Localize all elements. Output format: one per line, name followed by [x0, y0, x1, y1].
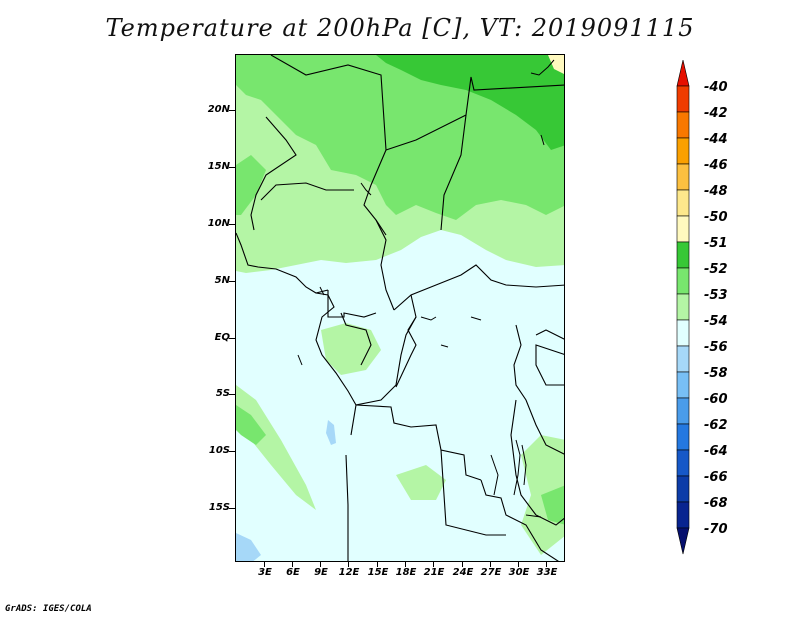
legend-label: -54 — [704, 314, 728, 329]
legend-swatch — [676, 319, 690, 347]
legend-swatch — [676, 163, 690, 191]
x-tick-label: 30E — [508, 567, 530, 578]
legend-swatch — [676, 449, 690, 477]
legend-swatch — [676, 423, 690, 451]
legend-swatch — [676, 293, 690, 321]
legend-label: -68 — [704, 496, 728, 511]
x-tick — [320, 562, 321, 567]
y-tick — [229, 281, 235, 282]
x-tick-label: 21E — [423, 567, 445, 578]
gabon-green-region — [321, 323, 381, 375]
legend-swatch — [676, 241, 690, 269]
x-tick — [292, 562, 293, 567]
legend-swatch-top-arrow — [676, 60, 690, 87]
cold-spot-southwest — [236, 533, 261, 561]
temperature-map — [236, 55, 564, 561]
legend-swatch — [676, 111, 690, 139]
legend-colorbar — [676, 60, 690, 555]
legend-label: -53 — [704, 288, 728, 303]
southeast-mid-green-patch — [541, 485, 564, 525]
legend-label: -44 — [704, 132, 728, 147]
color-legend — [670, 60, 730, 560]
legend-label: -51 — [704, 236, 728, 251]
legend-label: -70 — [704, 522, 728, 537]
x-tick — [546, 562, 547, 567]
y-tick — [229, 110, 235, 111]
y-tick — [229, 224, 235, 225]
x-tick — [518, 562, 519, 567]
legend-swatch-bottom-arrow — [676, 527, 690, 555]
y-tick — [229, 167, 235, 168]
chart-title: Temperature at 200hPa [C], VT: 201909111… — [105, 14, 695, 42]
legend-swatch — [676, 267, 690, 295]
y-tick-label: 20N — [207, 104, 230, 115]
legend-swatch — [676, 475, 690, 503]
legend-label: -46 — [704, 158, 728, 173]
dark-green-region — [376, 55, 564, 150]
y-tick-label: 15N — [207, 161, 230, 172]
x-tick — [405, 562, 406, 567]
legend-swatch — [676, 345, 690, 373]
pale-yellow-spot — [548, 55, 564, 74]
southwest-mid-green-region — [236, 405, 266, 445]
legend-swatch — [676, 137, 690, 165]
cold-spot-west — [326, 420, 336, 445]
legend-label: -40 — [704, 80, 728, 95]
x-tick — [348, 562, 349, 567]
x-tick-label: 33E — [536, 567, 558, 578]
lakes-and-islands — [297, 59, 555, 518]
map-panel — [235, 54, 565, 562]
legend-label: -62 — [704, 418, 728, 433]
legend-swatch — [676, 215, 690, 243]
legend-swatch — [676, 371, 690, 399]
footer-credit: GrADS: IGES/COLA — [5, 604, 92, 614]
legend-label: -66 — [704, 470, 728, 485]
x-tick-label: 18E — [395, 567, 417, 578]
legend-label: -52 — [704, 262, 728, 277]
legend-label: -64 — [704, 444, 728, 459]
y-tick — [229, 394, 235, 395]
legend-label: -60 — [704, 392, 728, 407]
south-green-patch — [396, 465, 446, 500]
southwest-green-region — [236, 385, 316, 510]
legend-swatch — [676, 501, 690, 529]
legend-label: -48 — [704, 184, 728, 199]
legend-label: -50 — [704, 210, 728, 225]
legend-label: -58 — [704, 366, 728, 381]
legend-label: -42 — [704, 106, 728, 121]
x-tick-label: 12E — [338, 567, 360, 578]
x-tick — [264, 562, 265, 567]
legend-swatch — [676, 397, 690, 425]
x-tick-label: 15E — [367, 567, 389, 578]
x-tick-label: 27E — [480, 567, 502, 578]
y-tick-label: 10S — [208, 445, 230, 456]
y-tick-label: 5N — [214, 275, 230, 286]
legend-swatch — [676, 85, 690, 113]
legend-label: -56 — [704, 340, 728, 355]
x-tick-label: 24E — [452, 567, 474, 578]
y-tick — [229, 508, 235, 509]
x-tick-label: 6E — [286, 567, 300, 578]
y-tick-label: 10N — [207, 218, 230, 229]
x-tick — [490, 562, 491, 567]
x-tick — [433, 562, 434, 567]
mid-green-region-west — [236, 155, 266, 215]
x-tick — [377, 562, 378, 567]
y-tick — [229, 451, 235, 452]
y-tick-label: EQ — [214, 332, 230, 343]
y-tick-label: 5S — [215, 388, 230, 399]
x-tick-label: 9E — [314, 567, 328, 578]
x-tick — [462, 562, 463, 567]
y-tick — [229, 338, 235, 339]
legend-swatch — [676, 189, 690, 217]
y-tick-label: 15S — [208, 502, 230, 513]
country-borders — [236, 55, 564, 561]
x-tick-label: 3E — [258, 567, 272, 578]
